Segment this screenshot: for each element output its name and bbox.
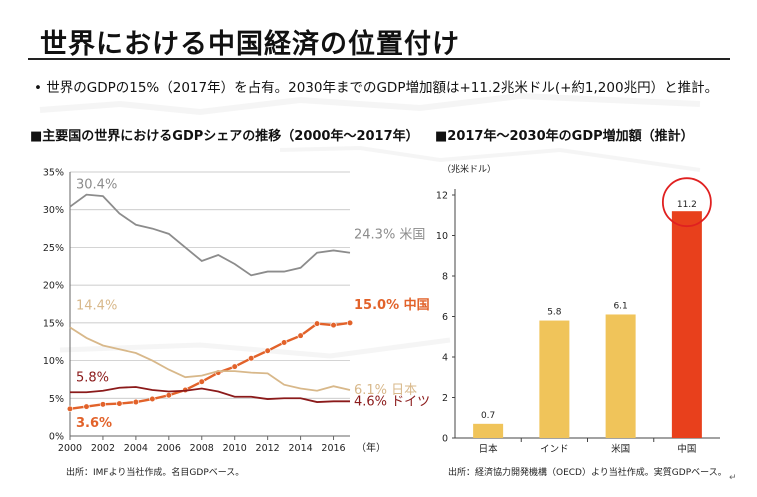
bar-1 xyxy=(539,320,570,438)
summary-text: • 世界のGDPの15%（2017年）を占有。2030年までのGDP増加額は+1… xyxy=(34,80,719,96)
bar-chart-title: ■2017年～2030年のGDP増加額（推計） xyxy=(435,129,694,144)
bar-value-label: 6.1 xyxy=(613,301,627,311)
x-tick-label: 2014 xyxy=(288,443,312,454)
line-chart-x-axis-label: （年） xyxy=(356,441,386,454)
x-tick-label: 2008 xyxy=(190,443,214,454)
y-tick-label: 25% xyxy=(43,243,64,254)
bar-value-label: 11.2 xyxy=(677,200,697,210)
china-point xyxy=(231,363,238,370)
highlight-circle xyxy=(661,177,712,228)
china-point xyxy=(281,339,288,346)
x-tick-label: 2012 xyxy=(256,443,280,454)
y-tick-label: 15% xyxy=(43,318,64,329)
bar-chart-category-labels: 日本 インド 米国 中国 xyxy=(479,443,697,455)
title-divider xyxy=(28,58,730,60)
bar-chart-source: 出所：経済協力開発機構（OECD）より当社作成。実質GDPベース。 xyxy=(448,468,727,478)
bar-category-label: 米国 xyxy=(611,443,630,455)
page-title: 世界における中国経済の位置付け xyxy=(40,29,460,60)
bar-y-tick-label: 0 xyxy=(442,434,448,445)
bar-chart-y-axis-label: （兆米ドル） xyxy=(442,163,496,175)
bar-category-label: 中国 xyxy=(677,443,696,455)
bar-category-label: 日本 xyxy=(479,443,499,455)
china-point xyxy=(346,319,354,326)
x-tick-label: 2016 xyxy=(321,443,345,454)
y-tick-label: 35% xyxy=(43,168,64,179)
bar-2 xyxy=(605,314,636,438)
bar-y-tick-label: 12 xyxy=(436,191,448,202)
bar-y-tick-label: 4 xyxy=(442,353,448,364)
bar-chart-value-labels: 0.7 5.8 6.1 11.2 xyxy=(481,200,697,421)
china-point xyxy=(313,320,321,327)
x-tick-label: 2004 xyxy=(124,443,148,454)
line-chart-x-ticks: 2000 2002 2004 2006 2008 2010 2012 2014 2016 xyxy=(58,443,346,454)
china-point xyxy=(149,395,156,403)
y-tick-label: 20% xyxy=(43,281,64,292)
china-point xyxy=(330,322,337,329)
bar-y-tick-label: 10 xyxy=(436,231,448,242)
china-point xyxy=(248,355,255,362)
x-tick-label: 2006 xyxy=(157,443,181,454)
series-line-2 xyxy=(69,326,351,392)
bar-y-tick-label: 8 xyxy=(442,272,448,283)
y-tick-label: 5% xyxy=(49,394,64,405)
bar-3 xyxy=(671,211,702,438)
china-point xyxy=(165,392,172,399)
series-start-label: 5.8% xyxy=(76,370,109,385)
x-tick-label: 2000 xyxy=(58,443,82,454)
bar-chart-y-ticks: 0 2 4 6 8 10 12 xyxy=(436,191,448,445)
line-chart-title: ■主要国の世界におけるGDPシェアの推移（2000年～2017年） xyxy=(30,129,419,144)
line-chart-grid xyxy=(69,171,350,440)
series-end-label: 24.3% 米国 xyxy=(354,228,425,243)
series-line-1 xyxy=(69,321,351,411)
x-tick-label: 2010 xyxy=(223,443,247,454)
series-start-label: 30.4% xyxy=(76,178,117,193)
gdp-increase-bar-chart: （兆米ドル） 0 2 4 6 8 10 12 0.7 5.8 6.1 11.2 日本 インド 米国 中国 xyxy=(436,163,720,455)
china-point xyxy=(264,347,271,354)
series-line-3 xyxy=(70,386,350,403)
return-mark: ↵ xyxy=(729,473,737,483)
china-point xyxy=(66,405,74,412)
line-chart-y-ticks: 0% 5% 10% 15% 20% 25% 30% 35% xyxy=(43,168,64,443)
series-line-0 xyxy=(69,193,351,277)
series-end-label: 15.0% 中国 xyxy=(354,297,430,313)
bar-category-label: インド xyxy=(540,444,569,455)
x-tick-label: 2002 xyxy=(91,443,115,454)
series-end-label: 6.1% 日本 xyxy=(354,383,417,398)
bar-value-label: 0.7 xyxy=(481,411,495,421)
china-point xyxy=(99,401,107,408)
line-chart-series xyxy=(66,193,354,412)
bar-0 xyxy=(473,423,504,438)
china-point xyxy=(116,400,123,407)
gdp-share-line-chart: 0%5%10%15%20%25%30%35% 2000 2002 2004 2006 2… xyxy=(43,168,430,455)
line-chart-source: 出所：IMFより当社作成。名目GDPベース。 xyxy=(66,468,245,478)
china-point xyxy=(198,378,205,385)
line-chart-series-labels: 24.3% 米国 30.4% 15.0% 中国 3.6% 6.1% 日本 14.4% 4.6… xyxy=(76,178,430,431)
china-point xyxy=(83,403,90,410)
china-point xyxy=(297,332,304,339)
series-start-label: 14.4% xyxy=(76,298,117,313)
series-end-label: 4.6% ドイツ xyxy=(354,394,430,409)
bar-value-label: 5.8 xyxy=(547,308,562,318)
bar-y-tick-label: 6 xyxy=(442,312,448,323)
bar-y-tick-label: 2 xyxy=(442,393,448,404)
y-tick-label: 0% xyxy=(49,432,64,443)
y-tick-label: 30% xyxy=(43,205,64,216)
series-start-label: 3.6% xyxy=(76,416,112,431)
y-tick-label: 10% xyxy=(43,356,64,367)
china-point xyxy=(132,398,139,406)
bar-chart-bars xyxy=(473,211,702,438)
china-highlight-circle xyxy=(661,177,712,228)
